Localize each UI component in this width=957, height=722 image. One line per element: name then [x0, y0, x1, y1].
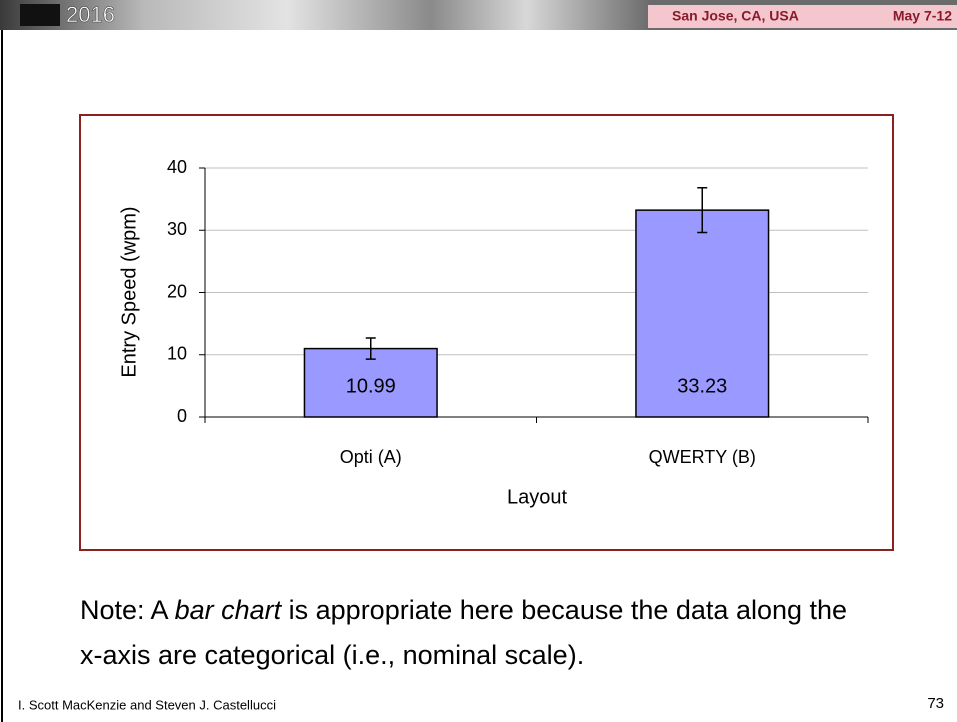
y-tick-label: 30 — [167, 219, 187, 239]
x-axis-label: Layout — [507, 486, 567, 508]
value-label: 10.99 — [346, 375, 396, 397]
value-label: 33.23 — [677, 375, 727, 397]
footer-page: 73 — [927, 695, 944, 712]
chart-frame — [80, 115, 893, 550]
header-year: 2016 — [66, 2, 115, 27]
x-tick-label: Opti (A) — [340, 447, 402, 467]
note-text: Note: A — [80, 595, 175, 625]
footer-authors: I. Scott MacKenzie and Steven J. Castell… — [18, 697, 276, 712]
y-tick-label: 0 — [177, 406, 187, 426]
note: Note: A bar chart is appropriate here be… — [80, 588, 860, 678]
header-location: San Jose, CA, USA — [672, 8, 799, 24]
page: 2016 San Jose, CA, USA May 7-12 Entry Sp… — [0, 0, 957, 722]
y-tick-label: 40 — [167, 157, 187, 177]
y-tick-label: 20 — [167, 281, 187, 301]
y-axis-label: Entry Speed (wpm) — [118, 206, 140, 377]
logo — [20, 4, 60, 26]
note-emphasis: bar chart — [175, 595, 282, 625]
x-tick-label: QWERTY (B) — [649, 447, 756, 467]
y-tick-label: 10 — [167, 344, 187, 364]
header-dates: May 7-12 — [893, 8, 952, 24]
